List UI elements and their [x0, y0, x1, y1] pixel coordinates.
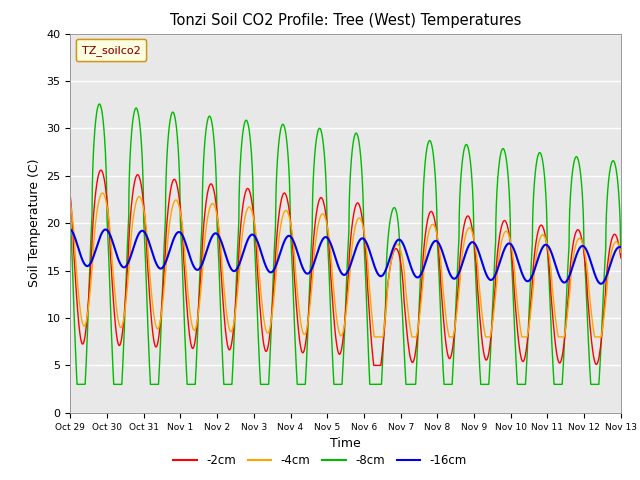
- -4cm: [587, 307, 595, 312]
- -8cm: [327, 321, 335, 326]
- -16cm: [594, 278, 602, 284]
- -2cm: [587, 333, 595, 339]
- -2cm: [617, 255, 625, 261]
- -16cm: [469, 240, 477, 245]
- -2cm: [253, 269, 261, 275]
- -8cm: [587, 382, 595, 387]
- Title: Tonzi Soil CO2 Profile: Tree (West) Temperatures: Tonzi Soil CO2 Profile: Tree (West) Temp…: [170, 13, 522, 28]
- -8cm: [469, 193, 477, 199]
- -8cm: [74, 382, 81, 387]
- -8cm: [95, 101, 103, 107]
- Legend: -2cm, -4cm, -8cm, -16cm: -2cm, -4cm, -8cm, -16cm: [168, 449, 472, 472]
- -8cm: [594, 382, 602, 387]
- -4cm: [99, 190, 106, 196]
- Line: -2cm: -2cm: [70, 170, 621, 365]
- -16cm: [587, 259, 595, 265]
- -16cm: [484, 276, 492, 281]
- -2cm: [469, 230, 477, 236]
- Line: -8cm: -8cm: [70, 104, 621, 384]
- X-axis label: Time: Time: [330, 437, 361, 450]
- -8cm: [253, 316, 261, 322]
- -8cm: [67, 215, 74, 220]
- -2cm: [484, 352, 492, 358]
- Y-axis label: Soil Temperature (C): Soil Temperature (C): [28, 159, 41, 288]
- -4cm: [67, 201, 74, 206]
- Legend: TZ_soilco2: TZ_soilco2: [76, 39, 146, 61]
- Line: -4cm: -4cm: [70, 193, 621, 337]
- -16cm: [67, 227, 74, 232]
- -4cm: [617, 250, 625, 255]
- -2cm: [327, 276, 335, 282]
- -4cm: [594, 334, 602, 340]
- -16cm: [597, 281, 605, 287]
- -2cm: [594, 360, 602, 365]
- -16cm: [102, 227, 109, 232]
- -2cm: [67, 194, 74, 200]
- -2cm: [97, 167, 105, 173]
- -16cm: [327, 241, 335, 247]
- -4cm: [484, 334, 492, 340]
- -16cm: [253, 239, 261, 244]
- -4cm: [371, 334, 378, 340]
- -4cm: [253, 246, 261, 252]
- -16cm: [617, 244, 625, 250]
- -4cm: [327, 252, 335, 258]
- -8cm: [484, 382, 492, 387]
- Line: -16cm: -16cm: [70, 229, 621, 284]
- -2cm: [370, 362, 378, 368]
- -8cm: [617, 250, 625, 256]
- -4cm: [469, 231, 477, 237]
